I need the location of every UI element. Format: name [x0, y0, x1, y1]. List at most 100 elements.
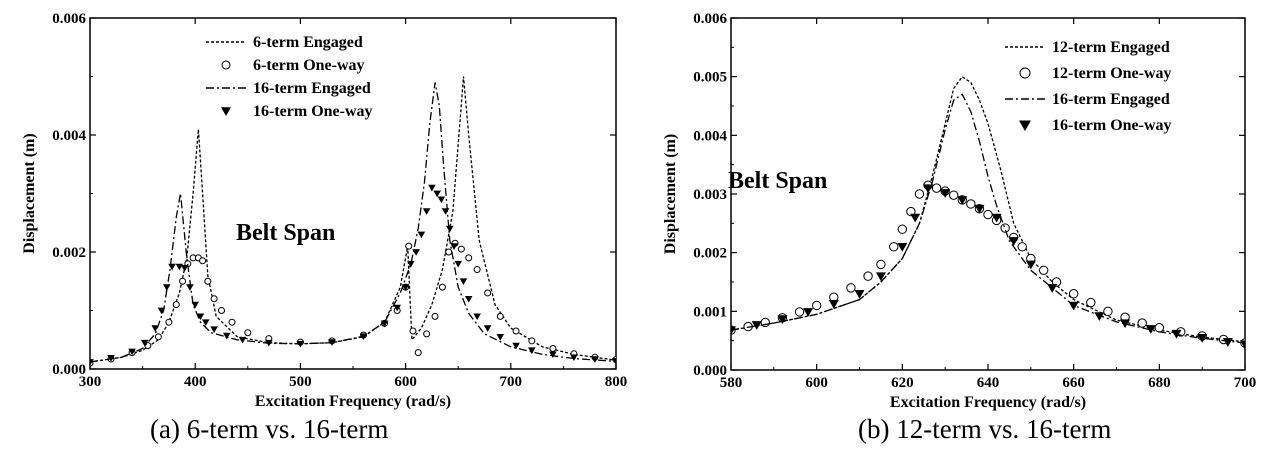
data-point-triangle — [591, 356, 599, 363]
data-point-triangle — [612, 357, 616, 365]
data-point-triangle — [90, 359, 94, 366]
y-tick-label: 0.001 — [693, 304, 727, 320]
data-point-triangle — [1171, 329, 1182, 339]
data-point-triangle — [445, 225, 454, 233]
data-point-triangle — [731, 326, 736, 336]
data-point-circle — [512, 327, 520, 335]
y-axis-title: Displacement (m) — [21, 133, 38, 253]
data-point-circle — [484, 289, 492, 297]
data-point-circle — [414, 349, 422, 357]
data-point-triangle — [496, 333, 505, 341]
x-tick-label: 600 — [805, 375, 828, 391]
y-axis-title: Displacement (m) — [662, 134, 679, 254]
legend-circle-icon — [1019, 67, 1031, 79]
data-point-circle — [914, 189, 925, 199]
data-point-triangle — [168, 263, 176, 271]
data-point-triangle — [328, 339, 336, 346]
data-point-triangle — [162, 284, 171, 291]
legend: 6-term Engaged 6-term One-way 16-term Enga… — [206, 34, 373, 120]
data-point-circle — [1137, 318, 1147, 328]
chart-panel-a: 300 400 500 600 700 800 0.000 0.002 0.004 0.006 Ex… — [0, 0, 630, 454]
data-point-triangle — [412, 249, 420, 256]
data-point-triangle — [1240, 340, 1245, 350]
legend: 12-term Engaged 12-term One-way 16-term En… — [1005, 39, 1172, 134]
data-point-triangle — [854, 289, 865, 299]
caption-a: (a) 6-term vs. 16-term — [150, 414, 389, 444]
data-point-triangle — [1094, 312, 1105, 322]
legend-label: 16-term Engaged — [1052, 91, 1170, 108]
y-tick-label: 0.004 — [693, 128, 727, 144]
data-point-circle — [204, 277, 212, 285]
y-tick-label: 0.005 — [693, 70, 727, 86]
data-point-circle — [889, 242, 899, 252]
data-point-triangle — [751, 321, 762, 330]
data-point-circle — [445, 248, 453, 256]
data-point-triangle — [991, 213, 1002, 223]
data-point-triangle — [1068, 301, 1079, 311]
x-tick-label: 600 — [394, 374, 417, 390]
data-point-circle — [409, 327, 417, 335]
data-point-triangle — [407, 260, 415, 268]
data-point-circle — [760, 317, 770, 328]
legend-label: 6-term Engaged — [253, 34, 363, 51]
data-point-triangle — [140, 339, 149, 347]
legend-label: 12-term Engaged — [1052, 39, 1170, 56]
data-point-circle — [199, 257, 207, 265]
chart-b-svg: 580 600 620 640 660 680 700 0.000 0.001 0.002 0.00… — [662, 11, 1257, 411]
data-point-circle — [794, 307, 805, 317]
data-point-triangle — [923, 184, 934, 194]
data-point-circle — [457, 245, 465, 253]
plot-area — [90, 76, 616, 367]
x-tick-label: 700 — [500, 374, 523, 390]
belt-span-annotation: Belt Span — [236, 220, 335, 246]
data-point-triangle — [107, 355, 115, 362]
data-point-triangle — [549, 351, 557, 359]
data-point-circle — [1038, 265, 1049, 275]
data-point-triangle — [210, 326, 218, 334]
data-point-triangle — [157, 307, 166, 315]
chart-panel-b: 580 600 620 640 660 680 700 0.000 0.001 0.002 0.00… — [640, 0, 1275, 454]
data-point-triangle — [1197, 333, 1208, 343]
data-point-circle — [210, 295, 218, 303]
belt-span-annotation: Belt Span — [728, 168, 827, 194]
data-point-triangle — [450, 243, 458, 250]
data-point-triangle — [803, 308, 814, 317]
plot-area — [731, 75, 1245, 350]
data-point-triangle — [359, 333, 368, 341]
legend-triangle-icon — [221, 107, 231, 116]
data-point-circle — [228, 318, 236, 326]
y-tick-label: 0.002 — [52, 245, 86, 261]
y-tick-label: 0.000 — [52, 362, 86, 378]
x-tick-label: 300 — [79, 374, 102, 390]
data-point-circle — [931, 183, 942, 193]
data-point-circle — [876, 259, 886, 270]
data-point-circle — [1017, 242, 1027, 252]
data-point-circle — [496, 312, 504, 320]
data-point-triangle — [483, 325, 492, 332]
data-point-circle — [528, 337, 536, 345]
y-tick-label: 0.000 — [693, 363, 727, 379]
data-point-circle — [1068, 289, 1079, 299]
data-point-triangle — [459, 278, 468, 286]
x-tick-label: 700 — [1234, 375, 1257, 391]
x-axis-title: Excitation Frequency (rad/s) — [890, 394, 1086, 411]
series-line-16-term-engaged — [90, 82, 616, 363]
x-axis-title: Excitation Frequency (rad/s) — [255, 393, 451, 410]
data-point-triangle — [433, 190, 441, 198]
data-point-circle — [1000, 223, 1010, 233]
legend-label: 16-term One-way — [1052, 117, 1172, 134]
data-point-triangle — [441, 208, 450, 215]
data-point-circle — [165, 318, 173, 326]
chart-a-svg: 300 400 500 600 700 800 0.000 0.002 0.004 0.006 Ex… — [21, 11, 627, 410]
data-point-triangle — [393, 304, 401, 312]
data-point-triangle — [875, 272, 886, 282]
x-tick-label: 660 — [1062, 375, 1085, 391]
data-point-triangle — [570, 354, 578, 362]
legend-label: 16-term Engaged — [253, 80, 371, 97]
data-point-triangle — [175, 263, 184, 271]
legend-label: 12-term One-way — [1052, 65, 1172, 82]
data-point-triangle — [296, 340, 305, 348]
x-tick-label: 640 — [977, 375, 1000, 391]
legend-triangle-icon — [1019, 120, 1031, 131]
data-point-triangle — [222, 332, 231, 340]
